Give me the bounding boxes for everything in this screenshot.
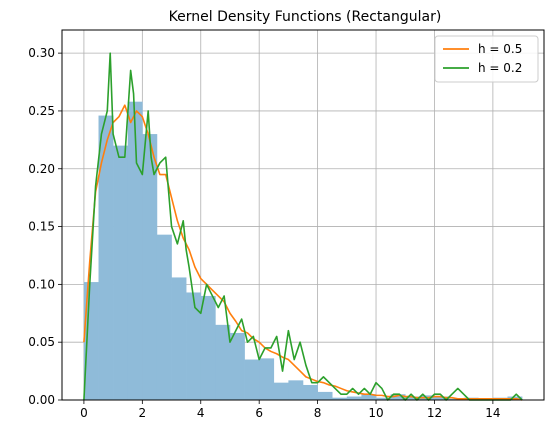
hist-bar-20 (376, 397, 391, 400)
hist-bar-8 (200, 295, 216, 400)
hist-bar-9 (215, 324, 231, 400)
legend: h = 0.5 h = 0.2 (434, 35, 539, 83)
hist-bar-21 (390, 394, 406, 400)
histogram (83, 101, 523, 400)
chart-title: Kernel Density Functions (Rectangular) (169, 9, 442, 25)
hist-bar-2 (113, 145, 129, 400)
x-tick-label-2: 4 (197, 406, 205, 420)
plot-area: 0 2 4 6 8 10 12 14 0.00 0.05 0.10 0.15 0.20 0.25 0.30 (28, 29, 545, 420)
hist-bar-1 (98, 115, 114, 400)
x-tick-label-7: 14 (485, 406, 500, 420)
hist-bar-4 (142, 134, 158, 400)
hist-bar-16 (317, 391, 333, 400)
legend-box (434, 35, 539, 83)
y-tick-label-1: 0.05 (28, 335, 55, 349)
density-lines (83, 52, 523, 401)
series-line-1 (83, 52, 523, 401)
hist-bar-3 (127, 101, 143, 400)
hist-bar-25 (449, 398, 464, 400)
hist-bar-13 (273, 382, 289, 400)
hist-bar-22 (405, 396, 421, 400)
legend-label-0: h = 0.5 (478, 42, 522, 56)
hist-bar-10 (229, 332, 245, 400)
x-tick-label-6: 12 (427, 406, 442, 420)
hist-bar-7 (186, 292, 202, 400)
y-tick-label-6: 0.30 (28, 46, 55, 60)
hist-bar-12 (259, 358, 275, 400)
hist-bar-19 (361, 394, 377, 400)
hist-bar-11 (244, 359, 260, 400)
x-tick-label-1: 2 (139, 406, 147, 420)
y-tick-label-3: 0.15 (28, 220, 55, 234)
y-tick-label-4: 0.20 (28, 162, 55, 176)
x-tick-label-4: 8 (314, 406, 322, 420)
hist-bar-6 (171, 277, 187, 400)
x-tick-label-0: 0 (80, 406, 88, 420)
hist-bar-15 (303, 384, 318, 400)
x-tick-label-5: 10 (368, 406, 383, 420)
y-tick-label-2: 0.10 (28, 277, 55, 291)
x-tick-label-3: 6 (255, 406, 263, 420)
hist-bar-17 (332, 397, 348, 400)
y-tick-label-5: 0.25 (28, 104, 55, 118)
legend-label-1: h = 0.2 (478, 61, 522, 75)
hist-bar-24 (434, 396, 450, 400)
y-tick-label-0: 0.00 (28, 393, 55, 407)
plot-frame (61, 29, 545, 401)
hist-bar-14 (288, 380, 304, 400)
hist-bar-5 (156, 234, 172, 400)
axis-ticks: 0 2 4 6 8 10 12 14 0.00 0.05 0.10 0.15 0.20 0.25 0.30 (28, 46, 500, 420)
hist-bar-18 (346, 396, 362, 400)
